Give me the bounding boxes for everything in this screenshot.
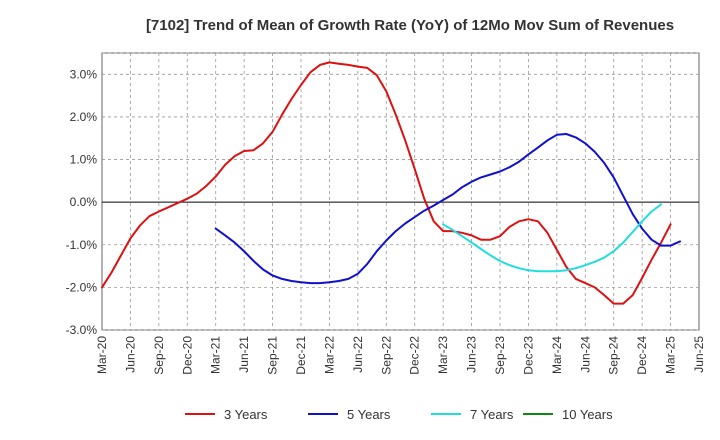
x-tick-label: Dec-23 <box>521 336 535 375</box>
x-tick-label: Jun-24 <box>578 336 592 373</box>
x-axis-ticks: Mar-20 Jun-20 Sep-20 Dec-20 Mar-21 Jun-21 Sep-… <box>95 336 706 375</box>
x-tick-label: Dec-21 <box>294 336 308 375</box>
x-tick-label: Sep-21 <box>266 336 280 375</box>
legend-label-7-years: 7 Years <box>470 407 514 422</box>
y-tick-label: -1.0% <box>66 238 98 252</box>
legend: 3 Years 5 Years 7 Years 10 Years <box>185 407 613 422</box>
legend-label-10-years: 10 Years <box>562 407 613 422</box>
y-tick-label: 2.0% <box>70 110 98 124</box>
x-tick-label: Sep-24 <box>607 336 621 375</box>
x-tick-label: Mar-25 <box>664 336 678 374</box>
x-tick-label: Jun-25 <box>692 336 706 373</box>
plot-area <box>101 52 700 331</box>
x-tick-label: Mar-22 <box>322 336 336 374</box>
legend-label-5-years: 5 Years <box>347 407 391 422</box>
x-tick-label: Jun-23 <box>465 336 479 373</box>
x-tick-label: Jun-22 <box>351 336 365 373</box>
series-line-5-years <box>214 133 681 285</box>
y-tick-label: -3.0% <box>66 323 98 337</box>
legend-label-3-years: 3 Years <box>224 407 268 422</box>
y-tick-label: 0.0% <box>70 195 98 209</box>
x-tick-label: Sep-20 <box>152 336 166 375</box>
series-line-7-years <box>442 203 663 273</box>
x-tick-label: Jun-20 <box>123 336 137 373</box>
x-tick-label: Mar-21 <box>209 336 223 374</box>
y-tick-label: -2.0% <box>66 280 98 294</box>
x-tick-label: Jun-21 <box>237 336 251 373</box>
x-tick-label: Dec-20 <box>180 336 194 375</box>
x-tick-label: Mar-23 <box>436 336 450 374</box>
x-tick-label: Mar-20 <box>95 336 109 374</box>
x-tick-label: Dec-24 <box>635 336 649 375</box>
x-tick-label: Sep-22 <box>379 336 393 375</box>
y-axis-ticks: 3.0% 2.0% 1.0% 0.0% -1.0% -2.0% -3.0% <box>66 67 98 337</box>
y-tick-label: 3.0% <box>70 67 98 81</box>
series-lines <box>101 61 681 305</box>
y-tick-label: 1.0% <box>70 153 98 167</box>
x-tick-label: Sep-23 <box>493 336 507 375</box>
x-tick-label: Mar-24 <box>550 336 564 374</box>
x-tick-label: Dec-22 <box>408 336 422 375</box>
chart-title: [7102] Trend of Mean of Growth Rate (YoY… <box>146 17 674 34</box>
series-line-3-years <box>101 61 672 305</box>
